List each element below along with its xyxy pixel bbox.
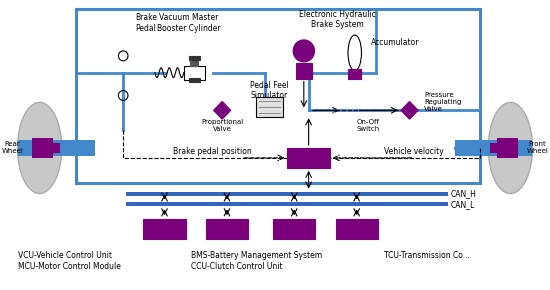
Ellipse shape bbox=[348, 35, 361, 71]
Text: Proportional
Valve: Proportional Valve bbox=[201, 119, 243, 132]
Circle shape bbox=[293, 40, 315, 62]
Polygon shape bbox=[213, 102, 231, 119]
Bar bbox=[348, 69, 361, 79]
Polygon shape bbox=[401, 102, 418, 119]
Text: CCU: CCU bbox=[283, 224, 305, 234]
Bar bbox=[273, 219, 315, 239]
Ellipse shape bbox=[18, 102, 62, 193]
Text: TCU: TCU bbox=[346, 224, 367, 234]
Bar bbox=[190, 58, 198, 66]
Bar bbox=[206, 219, 248, 239]
Text: Pedal Feel
Simulator: Pedal Feel Simulator bbox=[250, 81, 289, 100]
Text: MCU-Motor Control Module: MCU-Motor Control Module bbox=[19, 262, 122, 271]
Text: TCU-Transmission Co...: TCU-Transmission Co... bbox=[383, 251, 470, 260]
Text: Vacuum Master
Booster Cylinder: Vacuum Master Booster Cylinder bbox=[157, 13, 221, 33]
Text: Front
Wheel: Front Wheel bbox=[526, 142, 548, 155]
Bar bbox=[256, 97, 283, 117]
Bar bbox=[189, 78, 200, 81]
Text: VCU-Vehicle Control Unit: VCU-Vehicle Control Unit bbox=[19, 251, 112, 260]
Bar bbox=[455, 140, 531, 156]
Text: VCU: VCU bbox=[296, 153, 322, 163]
Bar bbox=[288, 148, 330, 168]
Bar bbox=[336, 219, 378, 239]
Bar bbox=[32, 138, 53, 158]
Bar bbox=[497, 138, 518, 158]
Text: BMS-Battery Management System: BMS-Battery Management System bbox=[191, 251, 322, 260]
Bar bbox=[126, 192, 448, 195]
Text: P: P bbox=[300, 66, 307, 76]
Text: Rear
Wheel: Rear Wheel bbox=[2, 142, 24, 155]
Text: CAN_L: CAN_L bbox=[451, 200, 475, 209]
Text: CAN_H: CAN_H bbox=[451, 189, 477, 198]
Text: Accumulator: Accumulator bbox=[371, 39, 420, 48]
Text: Pressure
Regulating
Valve: Pressure Regulating Valve bbox=[424, 93, 461, 113]
Text: CCU-Clutch Control Unit: CCU-Clutch Control Unit bbox=[191, 262, 283, 271]
Bar bbox=[144, 219, 186, 239]
Bar bbox=[19, 140, 95, 156]
Bar bbox=[53, 143, 60, 153]
Text: On-Off
Switch: On-Off Switch bbox=[356, 119, 380, 132]
Text: Brake pedal position: Brake pedal position bbox=[173, 147, 252, 156]
Bar bbox=[126, 202, 448, 206]
Text: Brake
Pedal: Brake Pedal bbox=[136, 13, 158, 33]
Bar bbox=[490, 143, 497, 153]
Bar bbox=[189, 56, 200, 60]
Text: BMS: BMS bbox=[215, 224, 239, 234]
Text: MCU: MCU bbox=[152, 224, 177, 234]
Bar bbox=[184, 66, 205, 80]
Text: Vehicle velocity: Vehicle velocity bbox=[384, 147, 444, 156]
Text: M: M bbox=[299, 46, 309, 56]
Bar bbox=[296, 63, 311, 79]
Text: Electronic Hydraulic
Brake System: Electronic Hydraulic Brake System bbox=[299, 10, 376, 29]
Ellipse shape bbox=[488, 102, 532, 193]
